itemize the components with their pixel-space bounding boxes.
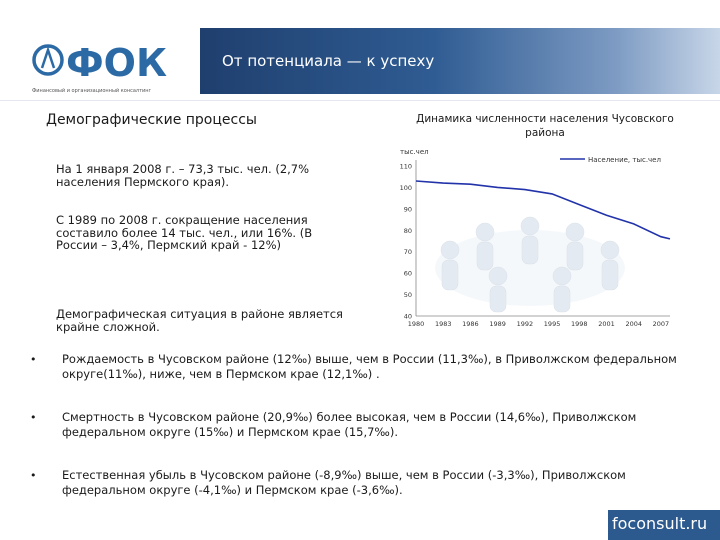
x-tick-label: 2001 (598, 320, 615, 328)
footer-banner: foconsult.ru (608, 510, 720, 540)
list-item: • Смертность в Чусовском районе (20,9‰) … (30, 410, 690, 440)
y-tick-label: 40 (404, 313, 412, 321)
legend-label: Население, тыс.чел (588, 156, 661, 164)
footer-site-link[interactable]: foconsult.ru (612, 514, 708, 533)
y-tick-label: 110 (400, 163, 412, 171)
bullet-text: Естественная убыль в Чусовском районе (-… (62, 468, 626, 497)
y-tick-label: 60 (404, 270, 412, 278)
header-tagline: От потенциала — к успеху (222, 52, 435, 70)
chart-title: Динамика численности населения Чусовског… (416, 113, 674, 139)
x-tick-label: 2007 (653, 320, 670, 328)
y-tick-label: 70 (404, 248, 412, 256)
company-logo: ФОК (32, 41, 167, 85)
paragraph-decline: С 1989 по 2008 г. сокращение населения с… (56, 213, 313, 252)
y-tick-label: 80 (404, 227, 412, 235)
x-tick-label: 1992 (517, 320, 534, 328)
legend: Население, тыс.чел (560, 156, 661, 164)
bullet-list: • Рождаемость в Чусовском районе (12‰) в… (30, 352, 690, 497)
x-tick-label: 2004 (625, 320, 642, 328)
paragraph-situation: Демографическая ситуация в районе являет… (56, 307, 343, 334)
x-tick-label: 1998 (571, 320, 588, 328)
logo-text: ФОК (66, 41, 167, 85)
header-banner (200, 28, 720, 94)
x-tick-label: 1986 (462, 320, 479, 328)
x-tick-label: 1995 (544, 320, 561, 328)
header: От потенциала — к успеху ФОК Финансовый … (0, 0, 720, 101)
y-tick-label: 90 (404, 205, 412, 213)
bullet-marker: • (30, 411, 37, 424)
section-title: Демографические процессы (46, 112, 257, 128)
y-tick-label: 50 (404, 291, 412, 299)
population-series-line (415, 180, 671, 240)
list-item: • Рождаемость в Чусовском районе (12‰) в… (30, 352, 690, 382)
chart-background-illustration (435, 216, 625, 313)
bullet-text: Смертность в Чусовском районе (20,9‰) бо… (62, 410, 637, 439)
y-tick-label: 100 (400, 184, 412, 192)
x-tick-label: 1989 (489, 320, 506, 328)
x-tick-label: 1980 (408, 320, 425, 328)
paragraph-population: На 1 января 2008 г. – 73,3 тыс. чел. (2,… (56, 162, 310, 189)
list-item: • Естественная убыль в Чусовском районе … (30, 468, 690, 498)
logo-subtitle: Финансовый и организационный консалтинг (32, 88, 152, 94)
x-tick-label: 1983 (435, 320, 452, 328)
bullet-text: Рождаемость в Чусовском районе (12‰) выш… (62, 352, 677, 381)
header-divider (0, 100, 720, 101)
bullet-marker: • (30, 469, 37, 482)
bullet-marker: • (30, 353, 37, 366)
population-chart: тыс.чел 110 100 90 80 70 60 50 40 1980 1983 1986 1… (400, 148, 671, 328)
y-axis-label: тыс.чел (400, 148, 429, 156)
